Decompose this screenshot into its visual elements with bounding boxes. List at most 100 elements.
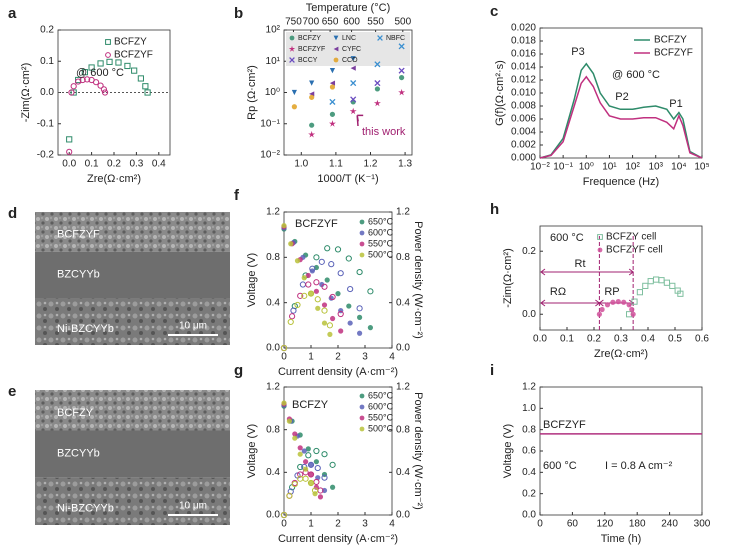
marker	[308, 291, 314, 297]
marker	[299, 281, 306, 288]
marker	[349, 107, 357, 115]
y2-tick-label: 0.4	[396, 467, 410, 478]
marker	[124, 62, 131, 70]
legend-label: BCFZY	[114, 37, 147, 48]
y-tick-label: -0.1	[37, 118, 55, 129]
legend-label: 500°C	[368, 249, 394, 259]
y-tick-label: 10⁰	[265, 87, 280, 98]
marker	[604, 302, 611, 308]
x-tick-label: 10¹	[602, 162, 617, 173]
legend-label: BCFZYF	[654, 48, 693, 59]
annotation: BCFZYF	[295, 218, 338, 230]
marker	[97, 82, 104, 89]
marker	[97, 60, 104, 67]
x-tick-label: 0.1	[560, 334, 574, 345]
marker	[308, 471, 314, 478]
marker	[398, 67, 405, 74]
y-tick-label: 0.1	[40, 56, 54, 67]
y-tick-label: 0.006	[511, 114, 536, 125]
marker	[88, 64, 95, 71]
x-tick-label: 10²	[625, 162, 640, 173]
y-tick-label: 0.016	[511, 49, 536, 60]
annotation: BCFZYF	[543, 419, 586, 431]
anode-layer	[35, 477, 230, 525]
panel-letter: b	[234, 5, 243, 22]
x-tick-label: 10⁵	[694, 162, 709, 173]
y-axis-label: Voltage (V)	[246, 424, 258, 478]
legend-label: NBFC	[386, 35, 405, 42]
marker	[294, 258, 301, 264]
marker	[301, 448, 307, 454]
legend-swatch	[359, 252, 365, 258]
marker	[313, 478, 320, 486]
marker	[292, 431, 298, 437]
x2-tick-label: 600	[343, 17, 360, 28]
x-tick-label: 0	[281, 352, 287, 363]
legend-swatch	[359, 404, 365, 410]
annotation: P2	[615, 91, 628, 103]
marker	[303, 459, 309, 465]
y-tick-label: 0.8	[266, 252, 280, 263]
marker	[629, 306, 635, 313]
x2-tick-label: 500	[394, 17, 411, 28]
x-tick-label: 10⁴	[671, 162, 686, 173]
marker	[308, 130, 316, 138]
marker	[367, 288, 374, 295]
marker	[338, 328, 344, 334]
legend-swatch	[288, 45, 296, 52]
x-axis-label: Time (h)	[601, 533, 642, 545]
marker	[631, 298, 638, 305]
marker	[281, 400, 287, 406]
legend-swatch	[359, 230, 365, 236]
y-tick-label: 0.0	[40, 87, 54, 98]
legend-swatch	[597, 234, 603, 240]
panel-letter: d	[8, 205, 17, 222]
marker	[329, 111, 336, 117]
marker	[330, 315, 336, 322]
panel-letter: e	[8, 383, 16, 400]
y-tick-label: 0.8	[522, 424, 536, 435]
marker	[297, 451, 303, 457]
y-tick-label: 0.4	[266, 297, 280, 308]
marker	[106, 58, 113, 65]
marker	[101, 89, 109, 96]
marker	[324, 277, 330, 283]
marker	[350, 65, 356, 71]
marker	[287, 488, 294, 495]
y-tick-label: 0.010	[511, 88, 536, 99]
y-tick-label: 0.0	[266, 510, 280, 521]
x-axis-label: Zre(Ω·cm²)	[87, 173, 141, 185]
marker	[307, 479, 315, 487]
y-axis-label: -Zim(Ω·cm²)	[20, 63, 32, 123]
marker	[626, 302, 632, 308]
annotation: RΩ	[550, 286, 566, 298]
x-tick-label: 1.3	[398, 159, 412, 170]
annotation: 600 °C	[543, 460, 577, 472]
x-tick-label: 10⁰	[579, 162, 594, 173]
marker	[291, 104, 297, 110]
marker	[324, 245, 331, 252]
x-tick-label: 0.3	[129, 159, 143, 170]
marker	[81, 69, 88, 76]
legend-label: 550°C	[368, 412, 394, 422]
panel-letter: a	[8, 5, 17, 22]
marker	[677, 290, 684, 297]
y-tick-label: 0.000	[511, 153, 536, 164]
x2-tick-label: 750	[285, 17, 302, 28]
marker	[329, 461, 336, 468]
annotation: BCFZY	[292, 399, 329, 411]
marker	[292, 435, 298, 441]
marker	[137, 75, 144, 82]
x-tick-label: 2	[335, 519, 341, 530]
marker	[321, 283, 328, 290]
marker	[399, 74, 405, 81]
marker	[347, 285, 354, 293]
marker	[329, 68, 336, 74]
x2-tick-label: 550	[367, 17, 384, 28]
x2-axis-label: Temperature (°C)	[306, 2, 390, 14]
y-axis-label: Rp (Ω·cm²)	[246, 65, 258, 120]
legend-label: BCCY	[298, 57, 318, 64]
marker	[79, 76, 86, 84]
x-tick-label: 0.5	[668, 334, 682, 345]
